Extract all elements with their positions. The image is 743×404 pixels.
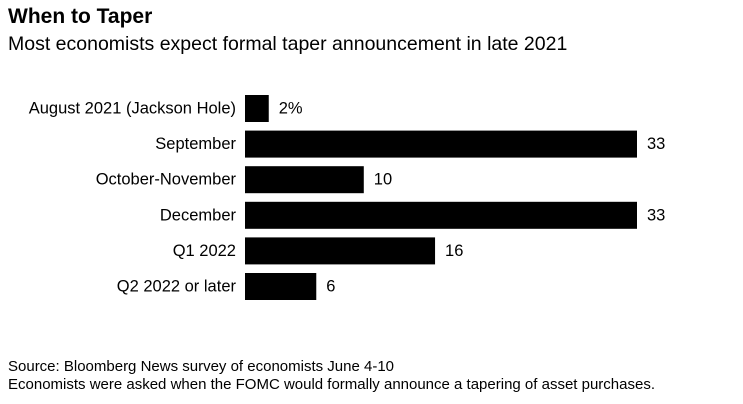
bar-q1-2022 <box>245 237 436 265</box>
category-labels-group: August 2021 (Jackson Hole) September Octob… <box>29 100 237 296</box>
value-labels-group: 2% 33 10 33 16 6 <box>279 100 666 296</box>
bar-august-2021-jackson-hole <box>245 95 269 122</box>
value-label-q1-2022: 16 <box>445 242 463 260</box>
value-label-august-2021-jackson-hole: 2% <box>279 100 303 118</box>
footnote: Economists were asked when the FOMC woul… <box>8 376 655 393</box>
category-label-october-november: October-November <box>96 171 237 189</box>
bar-q2-2022-or-later <box>245 273 317 300</box>
value-label-october-november: 10 <box>374 171 392 189</box>
category-label-september: September <box>155 135 236 153</box>
value-label-q2-2022-or-later: 6 <box>326 278 335 296</box>
bar-september <box>245 130 637 158</box>
category-label-august-2021-jackson-hole: August 2021 (Jackson Hole) <box>29 100 236 118</box>
value-label-september: 33 <box>647 135 665 153</box>
value-label-december: 33 <box>647 206 665 224</box>
bar-december <box>245 201 637 229</box>
category-label-december: December <box>160 206 237 224</box>
bar-october-november <box>245 166 364 194</box>
source-note: Source: Bloomberg News survey of economi… <box>8 358 395 375</box>
bars-group <box>245 95 637 300</box>
category-label-q2-2022-or-later: Q2 2022 or later <box>117 278 237 296</box>
chart-title: When to Taper <box>8 5 153 28</box>
category-label-q1-2022: Q1 2022 <box>173 242 236 260</box>
chart-subtitle: Most economists expect formal taper anno… <box>8 33 568 55</box>
